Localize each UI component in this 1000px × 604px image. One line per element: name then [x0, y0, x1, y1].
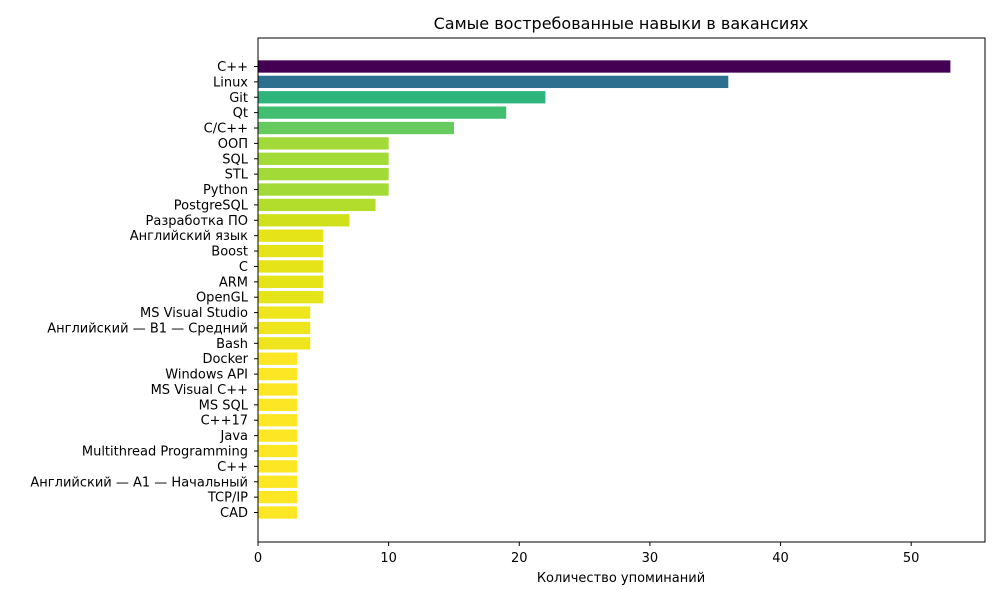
x-tick-label: 20	[511, 551, 528, 566]
bar	[258, 75, 729, 89]
y-tick-label: ARM	[219, 275, 248, 290]
bar	[258, 183, 389, 196]
y-tick-label: Windows API	[165, 368, 248, 383]
bar	[258, 444, 298, 458]
y-tick-label: C++	[217, 60, 248, 75]
y-tick-label: Git	[229, 91, 248, 106]
y-tick-label: Qt	[233, 106, 248, 121]
bar	[258, 460, 298, 473]
bar	[258, 352, 298, 365]
bar	[258, 121, 454, 135]
y-tick-label: SQL	[222, 152, 248, 167]
bar	[258, 306, 311, 319]
bar	[258, 429, 298, 442]
y-tick-label: Multithread Programming	[82, 445, 248, 460]
bar	[258, 260, 324, 273]
y-tick-label: Boost	[211, 245, 248, 260]
bar	[258, 414, 298, 427]
y-tick-label: MS SQL	[199, 398, 249, 413]
y-tick-label: ООП	[218, 137, 248, 152]
bars-group	[258, 60, 951, 519]
bar	[258, 152, 389, 165]
bar	[258, 275, 324, 288]
y-tick-label: Английский — B1 — Средний	[47, 321, 248, 336]
x-tick-label: 10	[380, 551, 397, 566]
y-tick-label: C++	[217, 460, 248, 475]
bar	[258, 337, 311, 350]
y-tick-label: CAD	[220, 506, 248, 521]
y-tick-label: MS Visual Studio	[140, 306, 248, 321]
x-ticks: 0 10 20 30 40 50	[254, 542, 920, 566]
y-tick-label: Java	[220, 429, 248, 444]
y-tick-label: Английский язык	[130, 229, 248, 244]
bar	[258, 490, 298, 504]
y-tick-label: C++17	[201, 414, 248, 429]
y-tick-labels: C++LinuxGitQtC/C++ООПSQLSTLPythonPostgre…	[30, 60, 258, 521]
bar	[258, 367, 298, 381]
y-tick-label: MS Visual C++	[151, 383, 248, 398]
y-tick-label: Python	[203, 183, 248, 198]
bar	[258, 198, 376, 212]
y-tick-label: Разработка ПО	[146, 214, 248, 229]
y-tick-label: STL	[225, 168, 249, 183]
bar	[258, 291, 324, 304]
y-tick-label: C	[239, 260, 248, 275]
bar	[258, 398, 298, 412]
bar	[258, 60, 951, 73]
y-tick-label: TCP/IP	[207, 491, 248, 506]
y-tick-label: C/C++	[204, 122, 248, 137]
x-tick-label: 40	[772, 551, 789, 566]
bar	[258, 321, 311, 335]
x-axis-label: Количество упоминаний	[537, 571, 705, 586]
bar	[258, 137, 389, 150]
bar	[258, 214, 350, 227]
bar	[258, 91, 546, 104]
y-tick-label: Linux	[213, 75, 248, 90]
plot-frame	[257, 37, 986, 543]
bar	[258, 383, 298, 396]
bar	[258, 506, 298, 519]
y-tick-label: Английский — A1 — Начальный	[30, 475, 248, 490]
bar	[258, 475, 298, 488]
y-tick-label: OpenGL	[196, 291, 249, 306]
bar	[258, 244, 324, 258]
y-tick-label: Bash	[216, 337, 248, 352]
bar	[258, 168, 389, 181]
x-tick-label: 50	[903, 551, 920, 566]
y-tick-label: Docker	[202, 352, 248, 367]
x-tick-label: 0	[254, 551, 262, 566]
x-tick-label: 30	[642, 551, 659, 566]
y-tick-label: PostgreSQL	[174, 198, 249, 213]
chart-title: Самые востребованные навыки в вакансиях	[434, 14, 809, 33]
bar	[258, 229, 324, 242]
bar	[258, 106, 507, 119]
